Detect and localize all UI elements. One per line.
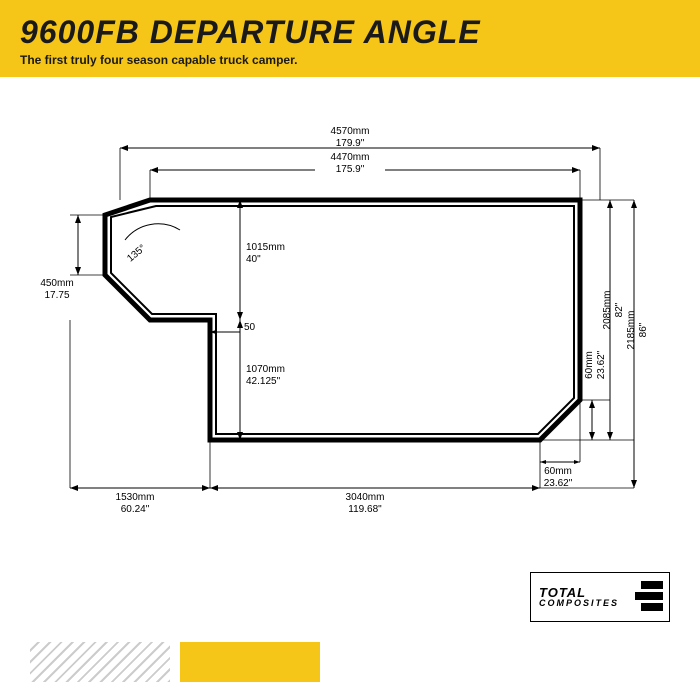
label-50: 50: [244, 322, 274, 334]
page-subtitle: The first truly four season capable truc…: [20, 53, 680, 67]
brand-logo: TOTAL COMPOSITES: [530, 572, 670, 622]
label-4570: 4570mm179.9": [315, 126, 385, 150]
label-2185: 2185mm86": [626, 300, 650, 360]
engineering-diagram: 4570mm179.9" 4470mm175.9" 1015mm40" 450m…: [30, 110, 670, 550]
footer-bar: [0, 620, 700, 700]
label-4470: 4470mm175.9": [315, 152, 385, 176]
logo-line2: COMPOSITES: [539, 599, 619, 608]
accent-block: [180, 642, 320, 682]
logo-text: TOTAL COMPOSITES: [539, 586, 619, 608]
label-450: 450mm17.75: [32, 278, 82, 302]
label-60v: 60mm23.62": [584, 340, 608, 390]
label-60h: 60mm23.62": [528, 466, 588, 490]
angle-arc: [125, 224, 180, 240]
label-3040: 3040mm119.68": [330, 492, 400, 516]
label-1530: 1530mm60.24": [100, 492, 170, 516]
label-2085: 2085mm82": [602, 280, 626, 340]
header-bar: 9600FB DEPARTURE ANGLE The first truly f…: [0, 0, 700, 77]
label-1070: 1070mm42.125": [246, 364, 301, 388]
label-1015: 1015mm40": [246, 242, 301, 266]
page-title: 9600FB DEPARTURE ANGLE: [20, 14, 680, 51]
hatch-block: [30, 642, 170, 682]
logo-blocks-icon: [641, 581, 663, 614]
